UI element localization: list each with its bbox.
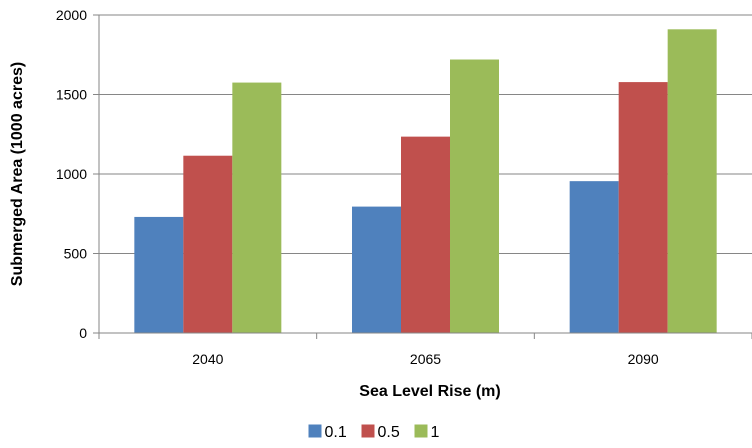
x-tick-label: 2040 [192,351,223,367]
bar [618,82,668,334]
bar [352,206,401,333]
y-tick-label: 1500 [56,87,87,103]
legend-swatch [414,424,428,438]
x-axis: 2040 2065 2090 [98,332,752,367]
legend-swatch [361,424,375,438]
y-tick-label: 1000 [56,166,87,182]
bar [134,216,184,333]
legend-label: 1 [431,424,440,441]
legend: 0.1 0.5 1 [308,424,440,441]
bar [401,136,450,333]
y-tick-label: 500 [64,246,88,262]
x-tick-label: 2065 [410,351,441,367]
legend-swatch [308,424,322,438]
y-axis-title: Submerged Area (1000 acres) [9,62,26,286]
x-tick-label: 2090 [628,351,659,367]
bars [134,29,717,334]
bar [232,82,282,333]
x-axis-title: Sea Level Rise (m) [359,383,500,400]
bar [667,29,717,334]
legend-label: 0.5 [378,424,400,441]
legend-label: 0.1 [325,424,347,441]
bar [450,59,499,334]
y-tick-label: 0 [79,325,87,341]
bar [569,181,619,333]
y-axis-ticks: 0 500 1000 1500 2000 [56,7,100,341]
bar [183,155,233,333]
y-tick-label: 2000 [56,7,87,23]
